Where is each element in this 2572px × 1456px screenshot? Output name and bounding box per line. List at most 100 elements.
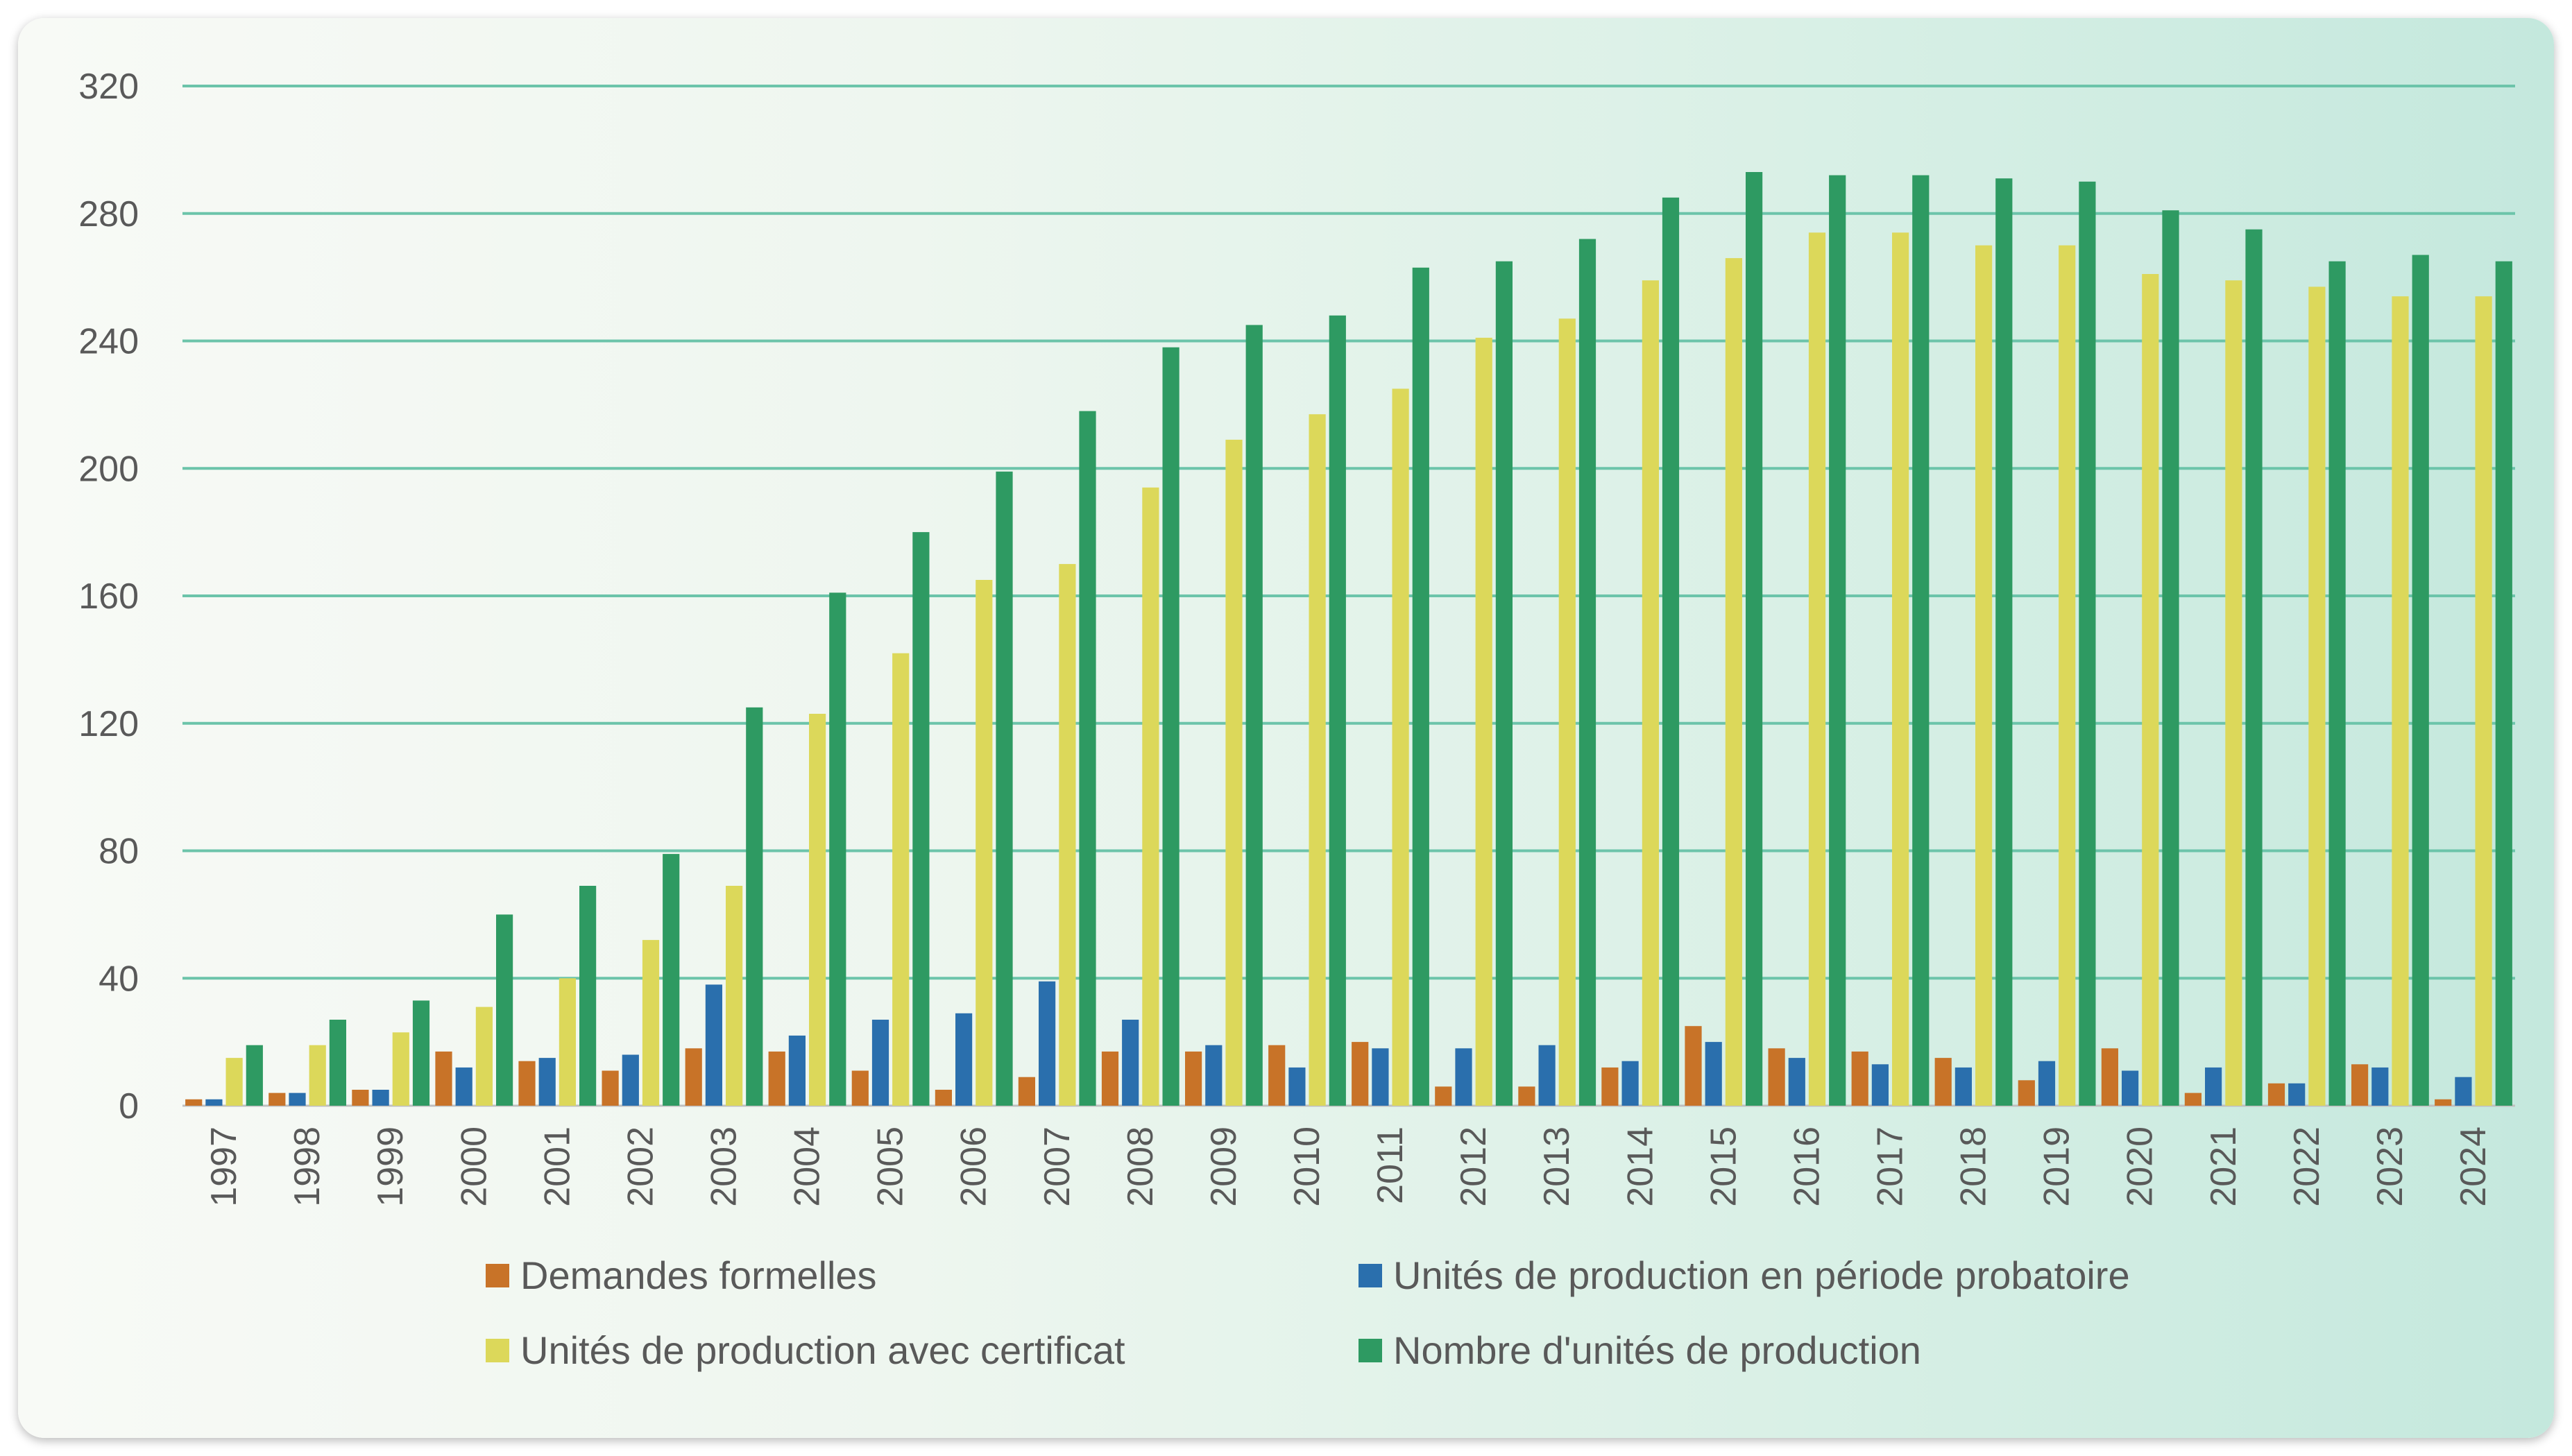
bar <box>851 1070 869 1106</box>
bar <box>976 580 993 1106</box>
bar <box>1995 178 2013 1106</box>
bar <box>1245 325 1263 1106</box>
bar <box>1768 1048 1785 1106</box>
bar <box>1122 1020 1139 1106</box>
bar <box>1578 239 1596 1106</box>
bar <box>2267 1083 2285 1106</box>
gridlines <box>182 85 2515 1107</box>
bar <box>2475 296 2492 1106</box>
bar <box>809 714 826 1106</box>
bar <box>685 1048 702 1106</box>
x-tick-label: 2024 <box>2453 1127 2494 1207</box>
x-tick-label: 2012 <box>1454 1127 1494 1207</box>
bar <box>2018 1080 2035 1106</box>
bar <box>1329 315 1346 1106</box>
x-tick-label: 2021 <box>2204 1127 2244 1207</box>
x-tick-label: 2006 <box>954 1127 994 1207</box>
bar <box>2288 1083 2306 1106</box>
bar <box>1288 1067 1306 1106</box>
x-tick-label: 2001 <box>537 1127 577 1207</box>
bar <box>1954 1067 1972 1106</box>
bar <box>1558 318 1576 1106</box>
bar <box>2225 280 2242 1106</box>
x-tick-label: 2019 <box>2037 1127 2077 1207</box>
bar <box>1892 232 1909 1106</box>
bar <box>1352 1042 1369 1106</box>
y-tick-label: 160 <box>78 576 139 617</box>
bar <box>1392 388 1409 1106</box>
bar <box>1912 175 1930 1106</box>
bar <box>2455 1077 2472 1106</box>
x-tick-label: 2016 <box>1787 1127 1827 1207</box>
bar <box>2412 255 2429 1106</box>
bar <box>912 532 930 1106</box>
x-tick-label: 1997 <box>204 1127 244 1207</box>
bar <box>1621 1061 1639 1106</box>
y-tick-label: 240 <box>78 322 139 362</box>
bar <box>185 1099 203 1106</box>
bar <box>1538 1045 1556 1106</box>
x-tick-label: 2023 <box>2370 1127 2410 1207</box>
x-tick-label: 2022 <box>2287 1127 2327 1207</box>
bar <box>996 471 1013 1106</box>
bar <box>2059 245 2076 1106</box>
bar <box>2038 1061 2056 1106</box>
bar <box>726 886 743 1106</box>
bar <box>1705 1042 1722 1106</box>
bar <box>1435 1086 1452 1106</box>
bar <box>1518 1086 1535 1106</box>
bar <box>829 592 846 1106</box>
bar <box>1142 487 1159 1106</box>
bar <box>2122 1070 2139 1106</box>
bar <box>392 1032 409 1106</box>
x-tick-label: 2017 <box>1871 1127 1911 1207</box>
bar <box>2184 1093 2201 1106</box>
bar <box>246 1045 263 1106</box>
legend-label: Unités de production en période probatoi… <box>1393 1253 2130 1297</box>
bar <box>538 1058 556 1106</box>
bar <box>372 1090 389 1106</box>
bar <box>269 1093 286 1106</box>
bar <box>1205 1045 1223 1106</box>
bar <box>1746 172 1763 1106</box>
bar <box>2308 286 2326 1106</box>
bar <box>1685 1026 1702 1106</box>
y-axis-ticks: 0 40 80 120 160 200 240 280 320 <box>78 67 139 1127</box>
legend-label: Demandes formelles <box>520 1253 877 1297</box>
bars <box>185 172 2512 1106</box>
x-tick-label: 2010 <box>1287 1127 1327 1207</box>
x-tick-label: 1999 <box>371 1127 411 1207</box>
x-tick-label: 2015 <box>1703 1127 1744 1207</box>
bar <box>2371 1067 2389 1106</box>
bar <box>475 1007 493 1106</box>
bar <box>1662 197 1680 1106</box>
y-tick-label: 320 <box>78 67 139 107</box>
x-tick-label: 2004 <box>787 1127 828 1207</box>
bar <box>1162 347 1179 1106</box>
bar <box>496 914 513 1106</box>
x-tick-label: 2007 <box>1037 1127 1078 1207</box>
bar <box>1725 258 1742 1106</box>
bar <box>2142 274 2159 1106</box>
bar <box>225 1058 243 1106</box>
y-tick-label: 200 <box>78 449 139 489</box>
bar <box>935 1090 952 1106</box>
bar <box>1934 1058 1952 1106</box>
bar <box>746 707 763 1106</box>
bar <box>705 984 722 1106</box>
bar <box>1975 245 1993 1106</box>
bar <box>2495 261 2512 1106</box>
y-tick-label: 280 <box>78 194 139 234</box>
x-tick-label: 2000 <box>454 1127 494 1207</box>
y-tick-label: 0 <box>119 1086 139 1127</box>
legend: Demandes formelles Unités de production e… <box>486 1253 2130 1372</box>
bar <box>642 940 660 1106</box>
x-tick-label: 2009 <box>1204 1127 1244 1207</box>
bar <box>518 1061 536 1106</box>
x-tick-label: 2011 <box>1370 1127 1411 1204</box>
bar <box>2101 1048 2118 1106</box>
bar <box>602 1070 619 1106</box>
legend-label: Nombre d'unités de production <box>1393 1328 1921 1372</box>
bar <box>329 1020 346 1106</box>
